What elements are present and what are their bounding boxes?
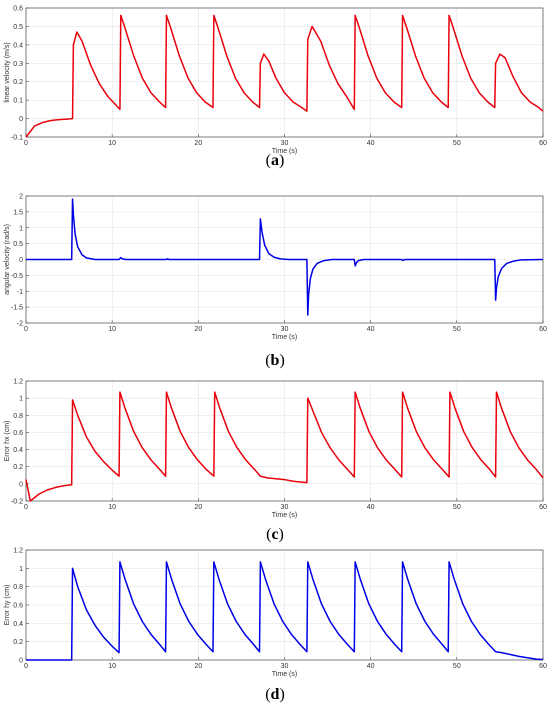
y-tick-label: -0.1 <box>11 135 23 142</box>
y-tick-label: 0.2 <box>13 79 23 86</box>
x-axis-title: Time (s) <box>272 671 297 678</box>
x-tick-label: 20 <box>194 326 202 333</box>
y-tick-label: 0.6 <box>13 6 23 13</box>
chart-b: 0 10 20 30 40 50 60 -2 -1.5 -1 -0.5 0 0.5 1 1.5 2 Time (… <box>4 194 547 342</box>
y-tick-label: 0 <box>19 257 23 264</box>
x-tick-label: 10 <box>108 663 116 670</box>
caption-b: (b) <box>265 352 285 369</box>
y-axis-title: Error hy (cm) <box>4 585 11 626</box>
y-tick-label: 0.1 <box>13 98 23 105</box>
x-tick-label: 40 <box>367 663 375 670</box>
series-line <box>25 391 544 502</box>
x-tick-label: 10 <box>108 326 116 333</box>
y-tick-label: 0.8 <box>13 584 23 591</box>
caption-letter-d: d <box>270 686 280 703</box>
caption-a: (a) <box>265 152 285 169</box>
x-tick-label: 50 <box>453 326 461 333</box>
caption-letter-a: a <box>271 152 279 169</box>
chart-panel-b: 0 10 20 30 40 50 60 -2 -1.5 -1 -0.5 0 0.5 1 1.5 2 Time (… <box>0 188 550 374</box>
y-tick-label: 0.4 <box>13 42 23 49</box>
x-tick-label: 50 <box>453 663 461 670</box>
chart-a: 0 10 20 30 40 50 60-0.100.10.20.30.40.50.6Time… <box>4 6 547 156</box>
y-axis-title: angular velocity (rad/s) <box>4 224 11 295</box>
y-tick-label: 0.4 <box>13 621 23 628</box>
x-axis-title: Time (s) <box>272 512 297 519</box>
x-tick-label: 40 <box>367 140 375 147</box>
y-tick-label: 0.3 <box>13 61 23 68</box>
y-tick-label: 0 <box>19 481 23 488</box>
chart-panel-c: 0 10 20 30 40 50 60 -0.2 0 0.2 0.4 0.6 0.8 1 1.2 Time (… <box>0 374 550 554</box>
x-tick-label: 30 <box>281 504 289 511</box>
y-tick-label: 0.6 <box>13 430 23 437</box>
x-tick-label: 30 <box>281 140 289 147</box>
chart-panel-d: 0 10 20 30 40 50 60 0 0.2 0.4 0.6 0.8 1 1.2 Time (s) Er… <box>0 542 550 711</box>
y-tick-label: -1.5 <box>11 305 23 312</box>
x-tick-label: 20 <box>194 663 202 670</box>
x-tick-label: 30 <box>281 326 289 333</box>
x-tick-label: 60 <box>539 140 547 147</box>
series-line <box>26 561 544 661</box>
series-line <box>25 14 544 138</box>
series-line <box>26 198 544 316</box>
caption-d: (d) <box>265 686 285 703</box>
y-tick-label: 0.2 <box>13 464 23 471</box>
x-tick-label: 10 <box>108 140 116 147</box>
y-tick-label: -0.5 <box>11 273 23 280</box>
y-tick-label: 2 <box>19 194 23 201</box>
y-axis-title: Error hx (cm) <box>4 421 11 462</box>
x-tick-label: 30 <box>281 663 289 670</box>
x-tick-label: 60 <box>539 504 547 511</box>
caption-c: (c) <box>266 526 284 543</box>
y-tick-label: 1.2 <box>13 548 23 555</box>
y-axis-title: linear velocity (m/s) <box>4 42 11 102</box>
y-tick-label: 0.8 <box>13 413 23 420</box>
y-tick-label: 1 <box>19 225 23 232</box>
x-tick-label: 40 <box>367 504 375 511</box>
y-tick-label: 0.5 <box>13 241 23 248</box>
y-tick-label: 1.5 <box>13 209 23 216</box>
y-tick-label: 0 <box>19 116 23 123</box>
y-tick-label: 1 <box>19 566 23 573</box>
y-tick-label: 0 <box>19 658 23 665</box>
x-tick-label: 10 <box>108 504 116 511</box>
y-tick-label: -2 <box>17 321 23 328</box>
x-tick-label: 0 <box>24 663 28 670</box>
chart-d: 0 10 20 30 40 50 60 0 0.2 0.4 0.6 0.8 1 1.2 Time (s) Er… <box>4 548 547 679</box>
x-tick-label: 50 <box>453 140 461 147</box>
x-axis-title: Time (s) <box>272 334 297 341</box>
chart-panel-a: 0 10 20 30 40 50 60 -0.1 0 0.1 0.2 0.3 0.4 0.5 0.6 Time… <box>0 0 550 172</box>
x-tick-label: 60 <box>539 326 547 333</box>
y-tick-label: -1 <box>17 289 23 296</box>
y-tick-label: 0.2 <box>13 639 23 646</box>
x-tick-label: 60 <box>539 663 547 670</box>
caption-letter-c: c <box>271 526 279 543</box>
x-tick-label: 40 <box>367 326 375 333</box>
y-tick-label: 1 <box>19 396 23 403</box>
y-tick-label: 0.6 <box>13 603 23 610</box>
x-tick-label: 20 <box>194 504 202 511</box>
x-tick-label: 50 <box>453 504 461 511</box>
caption-letter-b: b <box>270 352 280 369</box>
y-tick-label: 0.5 <box>13 24 23 31</box>
x-tick-label: 20 <box>194 140 202 147</box>
x-tick-label: 0 <box>24 504 28 511</box>
x-tick-label: 0 <box>24 326 28 333</box>
y-tick-label: -0.2 <box>11 499 23 506</box>
y-tick-label: 1.2 <box>13 379 23 386</box>
x-axis-title: Time (s) <box>272 148 297 155</box>
y-tick-label: 0.4 <box>13 447 23 454</box>
x-tick-label: 0 <box>24 140 28 147</box>
